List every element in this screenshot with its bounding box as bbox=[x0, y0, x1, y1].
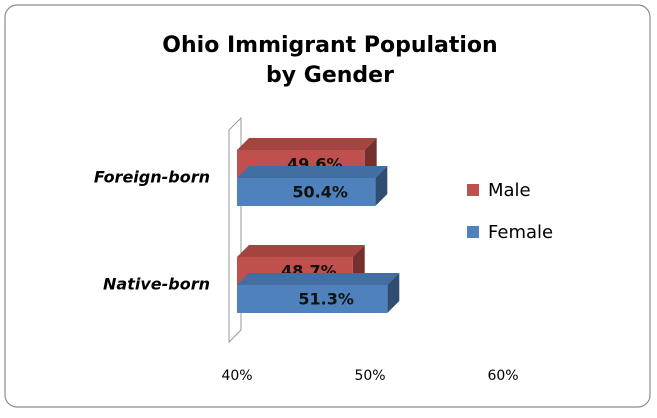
chart-subtitle: by Gender bbox=[266, 63, 394, 88]
value-label: 51.3% bbox=[298, 290, 354, 309]
chart-title: Ohio Immigrant Population bbox=[162, 33, 497, 58]
bar-side bbox=[375, 166, 388, 206]
legend-swatch bbox=[467, 226, 479, 238]
legend-label: Male bbox=[488, 180, 531, 201]
bar bbox=[237, 178, 376, 206]
bar bbox=[237, 285, 388, 313]
x-tick-label: 50% bbox=[354, 368, 385, 384]
x-tick-label: 40% bbox=[221, 368, 252, 384]
bar-top bbox=[237, 138, 377, 150]
category-label: Native-born bbox=[103, 275, 210, 294]
bar-side bbox=[387, 273, 400, 313]
legend-swatch bbox=[467, 184, 479, 196]
legend-label: Female bbox=[488, 222, 553, 243]
bar-top bbox=[237, 245, 365, 257]
x-tick-label: 60% bbox=[487, 368, 518, 384]
bar-top bbox=[237, 273, 400, 285]
bar-top bbox=[237, 166, 388, 178]
category-label: Foreign-born bbox=[94, 168, 210, 187]
value-label: 50.4% bbox=[292, 183, 348, 202]
